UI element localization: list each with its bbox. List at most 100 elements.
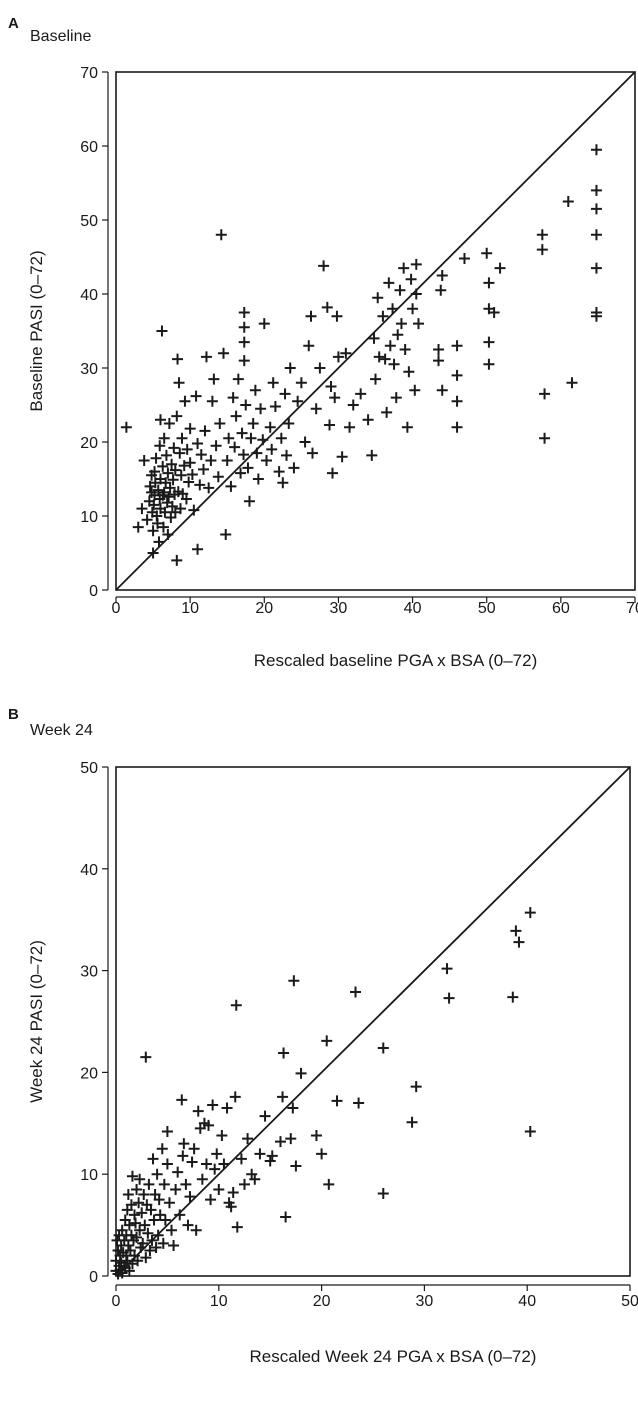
data-point: [180, 493, 192, 505]
data-point: [562, 196, 574, 207]
data-point: [212, 471, 224, 483]
data-point: [171, 554, 183, 566]
x-tick-label: 0: [112, 600, 121, 617]
data-point: [590, 203, 602, 215]
data-point: [451, 395, 463, 407]
data-point: [133, 1197, 145, 1209]
y-tick-label: 20: [80, 1065, 98, 1082]
data-point: [197, 463, 209, 475]
data-point: [285, 1133, 297, 1145]
data-point: [176, 1094, 188, 1106]
x-tick-label: 0: [112, 1293, 121, 1310]
data-point: [231, 1221, 243, 1233]
data-point: [242, 1133, 254, 1145]
data-point: [232, 373, 244, 385]
y-axis-label: Baseline PASI (0–72): [27, 250, 46, 411]
data-point: [162, 467, 174, 479]
data-point: [536, 244, 548, 256]
data-point: [436, 270, 448, 281]
plot-frame: [115, 766, 631, 1277]
data-point: [377, 1042, 389, 1054]
data-point: [238, 307, 250, 318]
data-point: [192, 543, 204, 555]
x-tick-label: 40: [518, 1293, 536, 1310]
data-point: [590, 262, 602, 274]
data-point: [159, 506, 171, 518]
data-point: [292, 395, 304, 407]
data-point: [510, 925, 522, 937]
data-point: [172, 1166, 184, 1178]
data-point: [451, 369, 463, 381]
data-point: [277, 1091, 289, 1103]
data-point: [134, 1224, 146, 1236]
data-point: [213, 1183, 225, 1195]
data-point: [167, 474, 179, 486]
data-point: [161, 1125, 173, 1137]
data-point: [258, 318, 270, 330]
y-tick-label: 30: [80, 964, 98, 981]
y-tick-label: 10: [80, 509, 98, 526]
data-point: [136, 1207, 148, 1219]
data-point: [235, 467, 247, 479]
data-point: [221, 455, 233, 466]
chart-week24: 0 10 20 30 40 50 0 10 20 30 40 50 Rescaled Week 24 P…: [27, 760, 638, 1366]
x-tick-label: 50: [621, 1293, 638, 1310]
x-tick-label: 30: [330, 600, 348, 617]
data-point: [451, 340, 463, 352]
data-point: [236, 427, 248, 439]
data-point: [590, 144, 602, 156]
x-tick-label: 50: [478, 600, 496, 617]
data-point: [225, 480, 237, 492]
data-point: [433, 355, 445, 367]
data-point: [169, 464, 181, 476]
data-point: [590, 229, 602, 241]
data-point: [264, 421, 276, 433]
data-point: [398, 262, 410, 274]
data-point: [157, 1237, 169, 1249]
data-point: [331, 1095, 343, 1107]
data-point: [136, 503, 148, 515]
data-point: [524, 907, 536, 919]
data-point: [162, 529, 174, 540]
data-point: [316, 1148, 328, 1160]
data-point: [249, 384, 261, 396]
data-point: [195, 449, 207, 461]
data-point: [163, 418, 175, 429]
data-point: [137, 1237, 149, 1249]
data-point: [245, 432, 257, 444]
data-point: [392, 329, 404, 341]
data-point: [156, 1143, 168, 1155]
data-point: [441, 963, 453, 975]
data-point: [238, 355, 250, 367]
x-tick-label: 70: [626, 600, 638, 617]
data-point: [178, 1138, 190, 1150]
data-point: [261, 455, 273, 466]
data-point: [148, 499, 160, 511]
data-point: [395, 318, 407, 330]
data-point: [323, 1178, 335, 1190]
data-point: [149, 466, 161, 478]
data-point: [125, 1199, 137, 1211]
data-point: [267, 377, 279, 389]
data-point: [182, 1219, 194, 1231]
data-point: [390, 392, 402, 404]
data-point: [257, 434, 269, 446]
data-point: [131, 1231, 143, 1243]
y-tick-label: 40: [80, 287, 98, 304]
data-point: [171, 410, 183, 422]
data-point: [321, 301, 333, 313]
data-point: [287, 1102, 299, 1114]
data-point: [275, 432, 287, 444]
data-point: [179, 395, 191, 407]
data-point: [299, 436, 311, 448]
data-point: [158, 1178, 170, 1190]
data-point: [458, 252, 470, 264]
data-point: [295, 377, 307, 389]
data-point: [399, 344, 411, 355]
identity-line: [115, 766, 631, 1277]
data-point: [247, 418, 259, 429]
data-point: [266, 1150, 278, 1162]
panel-b-caption: Week 24: [30, 722, 93, 739]
data-point: [251, 447, 263, 459]
